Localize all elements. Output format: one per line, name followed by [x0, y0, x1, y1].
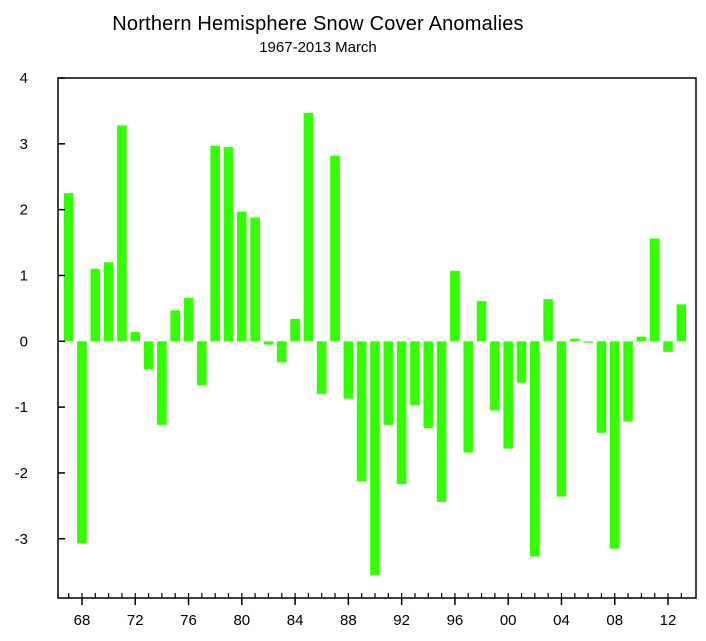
bar-2005: [569, 338, 580, 342]
bar-1976: [183, 297, 194, 342]
bar-2002: [530, 341, 540, 557]
bar-1996: [450, 270, 460, 342]
bar-1973: [143, 341, 154, 370]
x-tick-label: 68: [74, 612, 91, 629]
bar-1972: [130, 332, 141, 342]
bar-2009: [623, 341, 633, 422]
y-axis: 4 3 2 1 0 -1 -2 -3: [15, 70, 65, 548]
bar-1984: [290, 318, 300, 342]
bar-1982: [263, 341, 274, 345]
chart-subtitle: 1967-2013 March: [259, 39, 377, 56]
bar-2012: [663, 341, 673, 352]
bar-2008: [609, 341, 620, 549]
bar-2006: [583, 341, 593, 343]
bar-1975: [170, 310, 181, 342]
bar-2001: [516, 341, 527, 383]
bar-1998: [476, 301, 487, 342]
y-tick-label: -1: [15, 399, 28, 416]
bar-1968: [77, 341, 87, 544]
bar-2011: [649, 238, 660, 342]
bar-1992: [396, 341, 407, 485]
bar-2010: [636, 336, 647, 342]
x-tick-label: 12: [660, 612, 677, 629]
bar-1981: [250, 217, 260, 342]
bar-2007: [596, 341, 607, 433]
bar-1985: [303, 112, 314, 342]
bar-2004: [556, 341, 567, 497]
y-tick-label: 0: [20, 333, 28, 350]
bar-1977: [197, 341, 207, 386]
bar-1993: [410, 341, 420, 406]
y-tick-label: 2: [20, 202, 28, 219]
plot-frame: [57, 77, 697, 599]
x-tick-label: 80: [233, 612, 250, 629]
x-tick-label: 92: [393, 612, 410, 629]
x-tick-label: 04: [553, 612, 570, 629]
x-tick-label: 00: [500, 612, 517, 629]
x-tick-label: 88: [340, 612, 357, 629]
bar-1983: [276, 341, 287, 363]
bar-1971: [117, 125, 127, 342]
bar-1989: [356, 341, 367, 482]
x-tick-label: 72: [127, 612, 144, 629]
bar-1967: [63, 193, 74, 342]
bar-1988: [343, 341, 354, 399]
bar-1987: [330, 155, 340, 342]
x-tick-label: 84: [287, 612, 304, 629]
chart-title: Northern Hemisphere Snow Cover Anomalies: [112, 13, 524, 35]
bar-1995: [436, 341, 447, 502]
bar-1980: [237, 211, 247, 342]
bar-1999: [490, 341, 500, 411]
y-tick-label: -3: [15, 531, 28, 548]
bar-2000: [503, 341, 513, 449]
bar-1991: [383, 341, 394, 425]
y-tick-label: 4: [20, 70, 28, 87]
bar-1979: [223, 147, 234, 342]
y-tick-label: -2: [15, 465, 28, 482]
bar-1990: [370, 341, 380, 575]
bar-1970: [103, 262, 114, 342]
bar-1997: [463, 341, 474, 453]
y-tick-label: 1: [20, 267, 28, 284]
bar-1969: [90, 268, 101, 342]
bar-1974: [157, 341, 167, 425]
y-tick-label: 3: [20, 136, 28, 153]
bar-2013: [676, 304, 687, 342]
bar-1978: [210, 145, 220, 342]
x-tick-label: 08: [606, 612, 623, 629]
x-tick-label: 76: [180, 612, 197, 629]
x-axis: 68 72 76 80 84 88 92 96 00 04 08 12: [68, 593, 682, 629]
bar-1994: [423, 341, 434, 429]
x-tick-label: 96: [447, 612, 464, 629]
bars-group: [63, 112, 687, 575]
bar-2003: [543, 299, 553, 342]
bar-1986: [316, 341, 327, 394]
